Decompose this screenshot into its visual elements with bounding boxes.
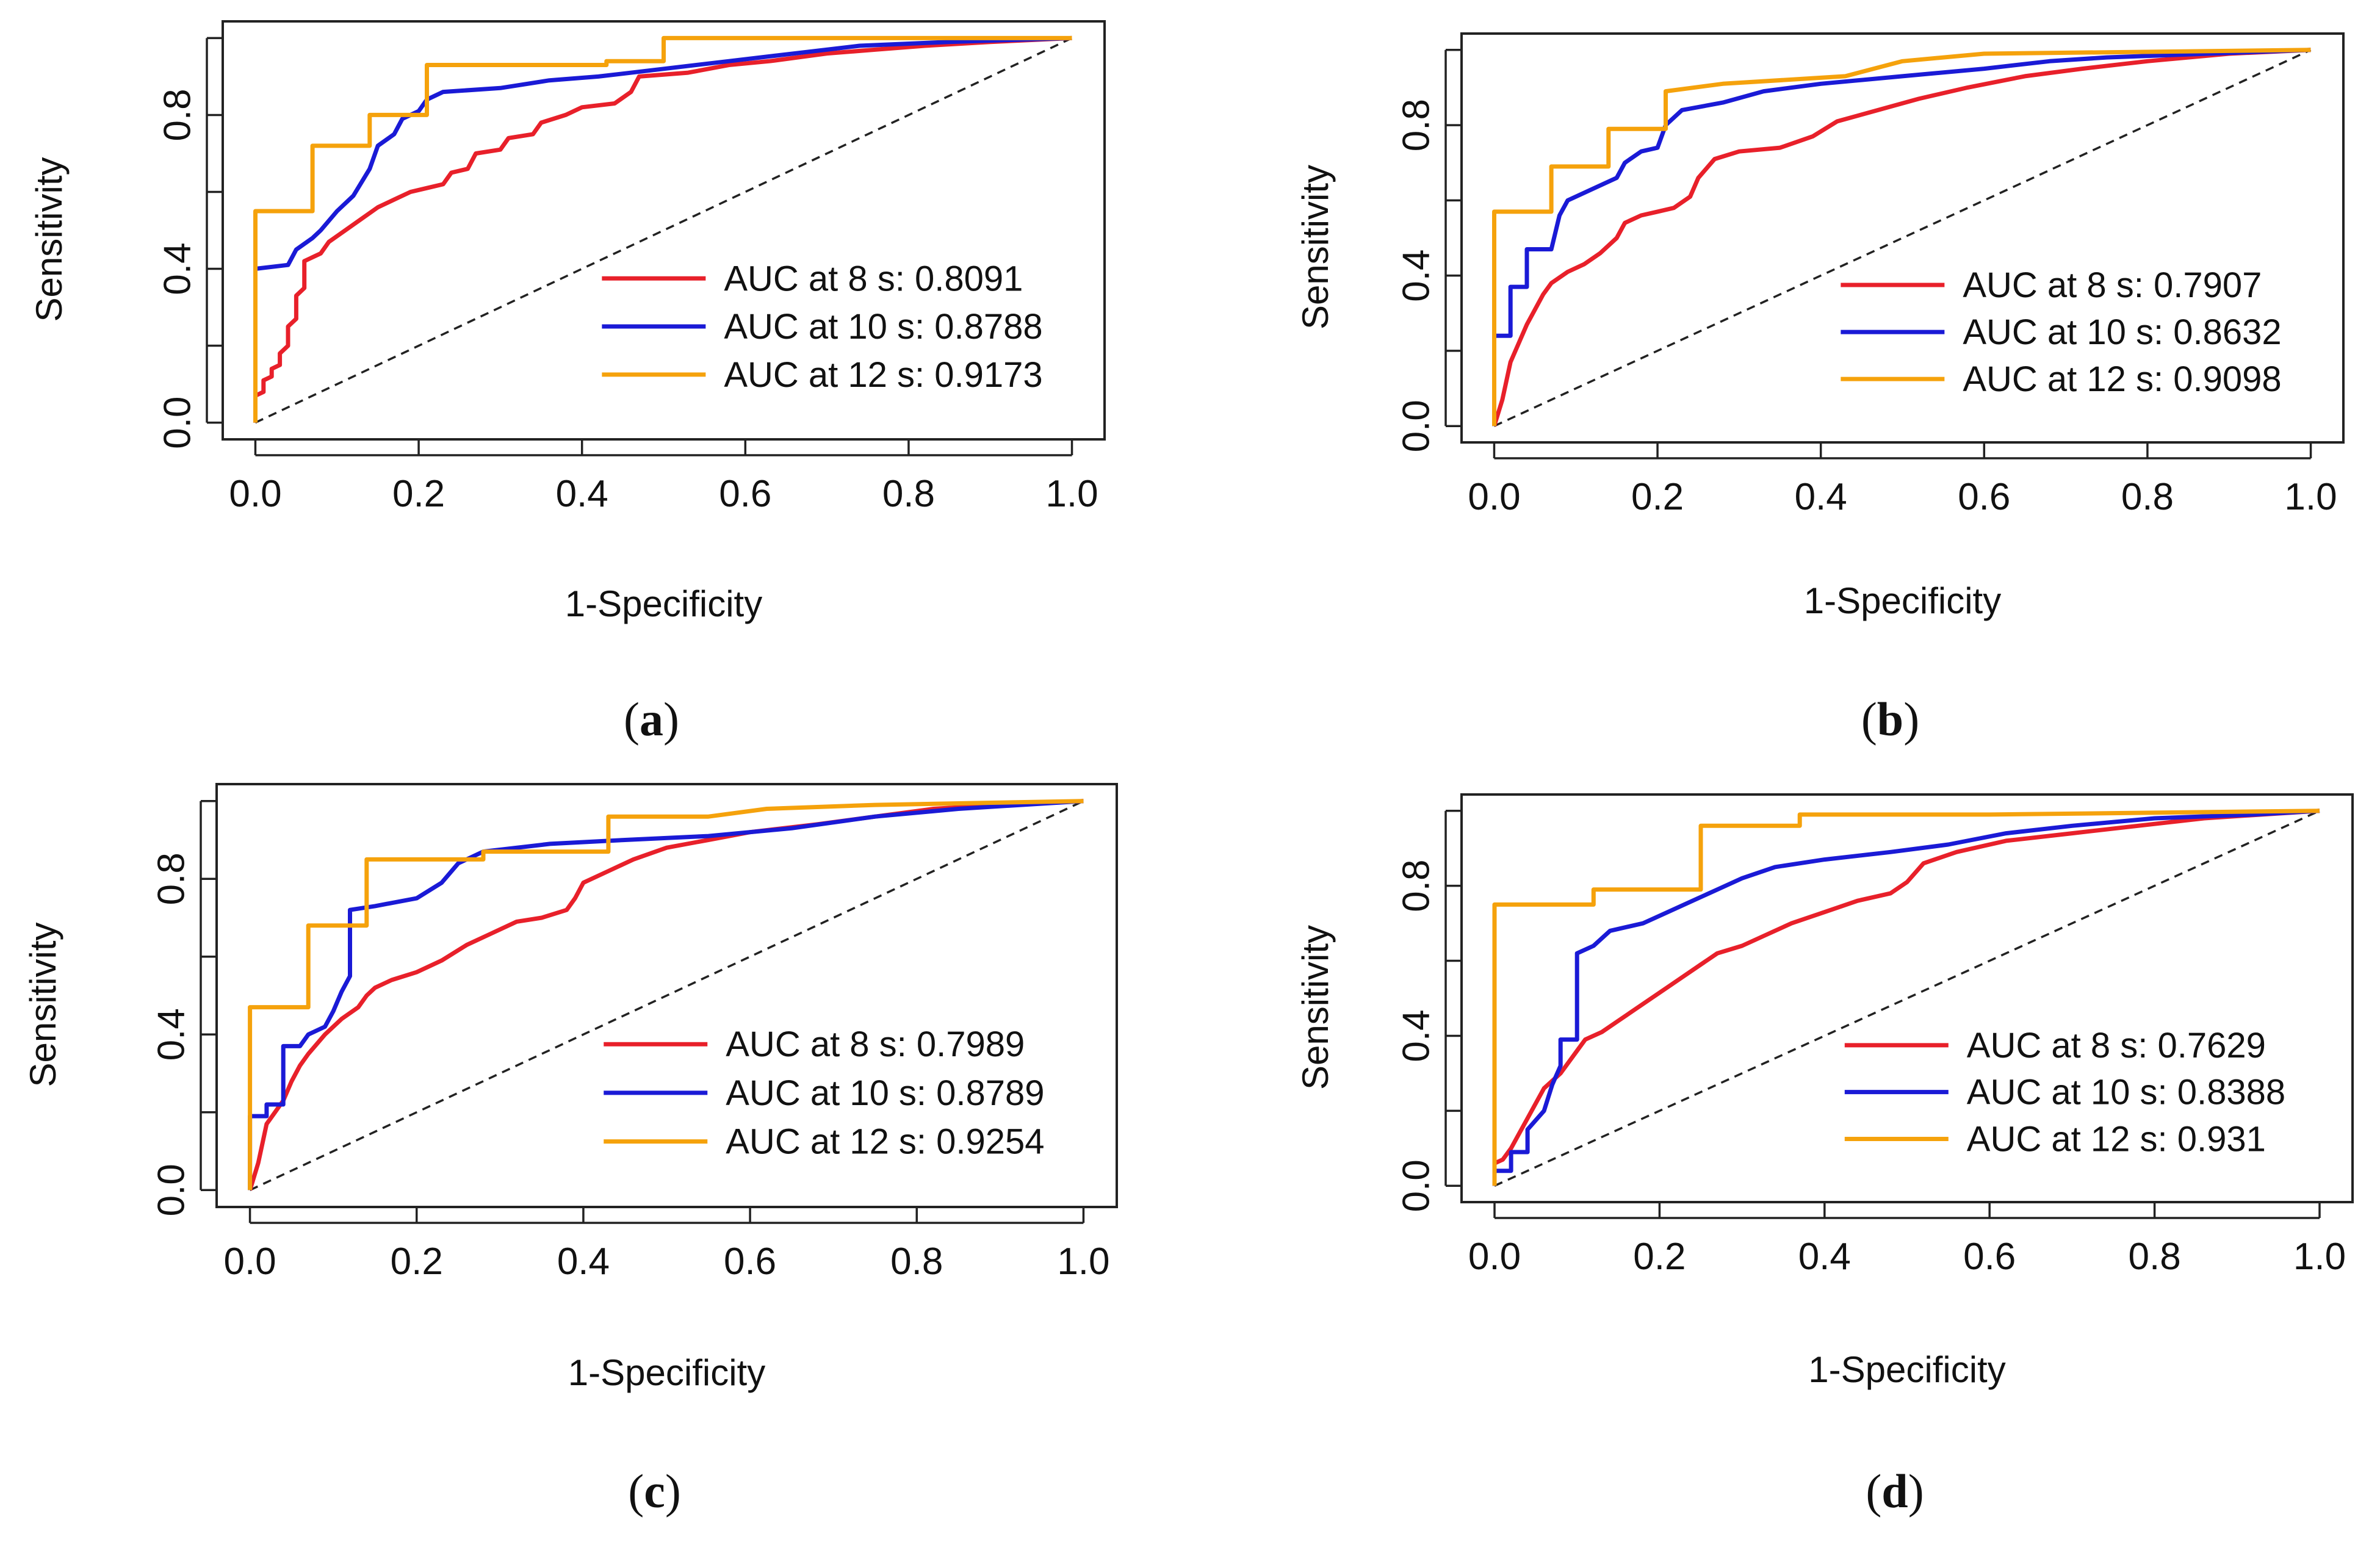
- reference-diagonal: [1494, 810, 2320, 1187]
- legend-label: AUC at 8 s: 0.7989: [726, 1025, 1025, 1064]
- x-axis-title: 1-Specificity: [1804, 580, 2001, 621]
- legend: AUC at 8 s: 0.7907 AUC at 10 s: 0.8632 AUC…: [1841, 265, 2282, 399]
- y-tick-label: 0.0: [156, 396, 198, 449]
- legend-label: AUC at 12 s: 0.931: [1967, 1119, 2266, 1159]
- x-tick-label: 0.4: [557, 1241, 610, 1283]
- roc-curve-series-3: [1492, 48, 2311, 427]
- x-tick-label: 0.6: [1963, 1236, 2016, 1278]
- x-tick-label: 0.8: [882, 473, 935, 515]
- x-axis-title: 1-Specificity: [568, 1352, 765, 1393]
- plot-frame: [1460, 793, 2354, 1203]
- x-tick-label: 0.2: [1633, 1236, 1686, 1278]
- x-tick-label: 0.2: [391, 1241, 443, 1283]
- roc-curve-series-3: [253, 35, 1072, 423]
- legend-label: AUC at 10 s: 0.8789: [726, 1073, 1044, 1113]
- x-tick-label: 0.2: [392, 473, 445, 515]
- legend-label: AUC at 8 s: 0.7907: [1963, 265, 2262, 305]
- x-tick-label: 0.8: [2128, 1236, 2180, 1278]
- plot-frame: [215, 783, 1118, 1208]
- reference-diagonal: [249, 800, 1084, 1191]
- y-tick-label: 0.0: [1395, 1159, 1437, 1212]
- roc-curve-series-1: [1492, 809, 2320, 1186]
- x-tick-label: 0.4: [556, 473, 608, 515]
- legend-label: AUC at 12 s: 0.9254: [726, 1122, 1044, 1162]
- legend-label: AUC at 10 s: 0.8788: [724, 307, 1042, 347]
- roc-curve-series-1: [253, 35, 1072, 423]
- legend-label: AUC at 10 s: 0.8632: [1963, 312, 2281, 352]
- reference-diagonal: [1493, 49, 2312, 427]
- x-axis-title: 1-Specificity: [565, 583, 762, 624]
- x-tick-label: 0.8: [890, 1241, 943, 1283]
- legend-label: AUC at 10 s: 0.8388: [1967, 1073, 2285, 1112]
- roc-curve-series-3: [1492, 809, 2320, 1186]
- y-axis-title: Sensitivity: [1295, 165, 1336, 330]
- y-tick-label: 0.4: [150, 1008, 192, 1061]
- x-tick-label: 0.4: [1798, 1236, 1851, 1278]
- roc-curve-series-3: [248, 799, 1084, 1191]
- panel-caption: (a): [624, 693, 679, 746]
- y-tick-label: 0.8: [150, 852, 192, 905]
- roc-panel-b: 0.0 0.2 0.4 0.6 0.8 1.0 0.0 0.4 0.8 1-Specificity…: [1295, 32, 2345, 746]
- legend: AUC at 8 s: 0.7989 AUC at 10 s: 0.8789 AUC…: [604, 1025, 1045, 1162]
- y-tick-label: 0.8: [1395, 99, 1437, 151]
- x-tick-label: 0.4: [1795, 476, 1847, 518]
- y-axis-title: Sensitivity: [1295, 925, 1336, 1090]
- x-tick-label: 1.0: [2284, 476, 2337, 518]
- x-tick-label: 0.6: [719, 473, 771, 515]
- y-tick-label: 0.4: [1395, 250, 1437, 302]
- plot-frame: [1460, 32, 2345, 444]
- x-tick-label: 0.0: [223, 1241, 276, 1283]
- y-tick-label: 0.8: [156, 88, 198, 141]
- reference-diagonal: [254, 37, 1073, 424]
- x-tick-label: 1.0: [1045, 473, 1098, 515]
- y-tick-label: 0.4: [1395, 1009, 1437, 1062]
- y-tick-label: 0.4: [156, 242, 198, 295]
- x-tick-label: 1.0: [1057, 1241, 1109, 1283]
- roc-curve-series-2: [1492, 809, 2320, 1186]
- y-axis-title: Sensitivity: [23, 922, 63, 1087]
- legend-label: AUC at 12 s: 0.9098: [1963, 359, 2281, 399]
- y-tick-label: 0.0: [150, 1164, 192, 1216]
- y-tick-label: 0.0: [1395, 400, 1437, 452]
- roc-curve-series-1: [1492, 48, 2311, 427]
- roc-curve-series-2: [1492, 48, 2311, 427]
- x-tick-label: 0.6: [724, 1241, 776, 1283]
- roc-panel-a: 0.0 0.2 0.4 0.6 0.8 1.0 0.0 0.4 0.8 1-Specificity…: [29, 20, 1106, 746]
- x-tick-label: 0.0: [229, 473, 281, 515]
- panel-caption: (b): [1861, 693, 1919, 746]
- legend-label: AUC at 8 s: 0.7629: [1967, 1026, 2266, 1065]
- roc-panel-c: 0.0 0.2 0.4 0.6 0.8 1.0 0.0 0.4 0.8 1-Specificity…: [23, 783, 1118, 1518]
- x-tick-label: 0.8: [2121, 476, 2174, 518]
- y-tick-label: 0.8: [1395, 860, 1437, 912]
- roc-panel-d: 0.0 0.2 0.4 0.6 0.8 1.0 0.0 0.4 0.8 1-Specificity…: [1295, 793, 2354, 1518]
- x-tick-label: 1.0: [2293, 1236, 2346, 1278]
- panel-caption: (c): [628, 1465, 681, 1518]
- y-axis-title: Sensitivity: [29, 157, 70, 322]
- legend-label: AUC at 12 s: 0.9173: [724, 355, 1042, 395]
- x-tick-label: 0.2: [1631, 476, 1684, 518]
- plot-frame: [222, 20, 1106, 441]
- x-axis-title: 1-Specificity: [1808, 1349, 2005, 1390]
- x-tick-label: 0.6: [1958, 476, 2010, 518]
- panel-caption: (d): [1866, 1465, 1924, 1518]
- x-tick-label: 0.0: [1468, 476, 1520, 518]
- legend: AUC at 8 s: 0.8091 AUC at 10 s: 0.8788 AUC…: [602, 259, 1043, 395]
- x-tick-label: 0.0: [1468, 1236, 1521, 1278]
- legend: AUC at 8 s: 0.7629 AUC at 10 s: 0.8388 AUC…: [1844, 1026, 2285, 1159]
- legend-label: AUC at 8 s: 0.8091: [724, 259, 1023, 298]
- roc-curve-series-2: [248, 799, 1084, 1191]
